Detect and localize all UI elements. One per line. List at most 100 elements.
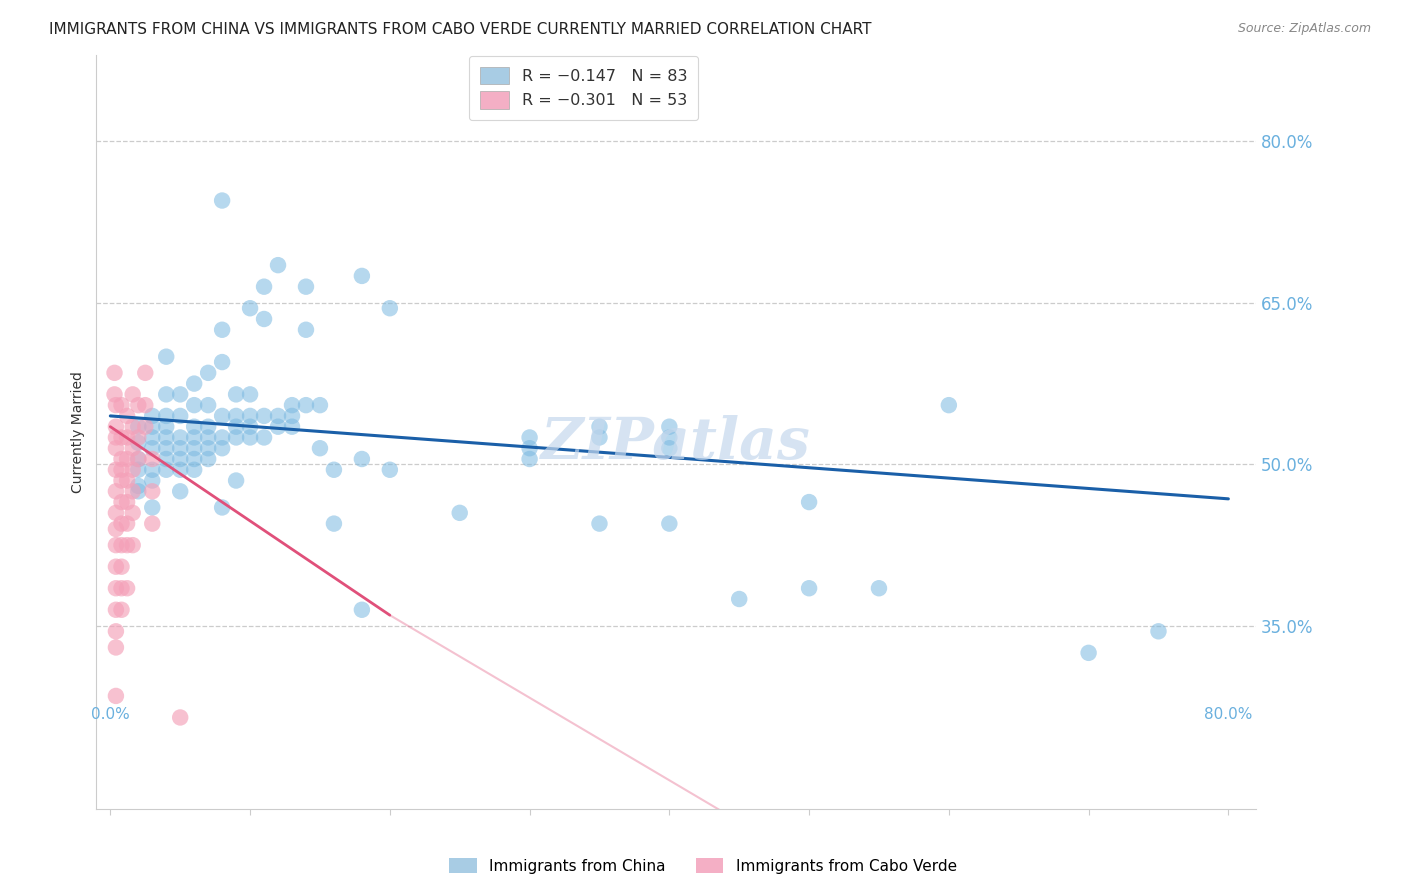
Point xyxy=(110,430,132,444)
Point xyxy=(449,506,471,520)
Point xyxy=(141,463,163,477)
Point xyxy=(121,538,143,552)
Point xyxy=(588,430,610,444)
Point xyxy=(378,301,401,316)
Point xyxy=(211,441,233,455)
Point xyxy=(104,430,127,444)
Point xyxy=(253,409,276,423)
Point xyxy=(104,559,127,574)
Point xyxy=(183,463,205,477)
Text: 80.0%: 80.0% xyxy=(1204,707,1253,723)
Point xyxy=(797,581,820,595)
Point xyxy=(323,516,346,531)
Point xyxy=(281,419,304,434)
Text: ZIPatlas: ZIPatlas xyxy=(541,415,811,472)
Point xyxy=(225,474,247,488)
Point xyxy=(155,419,177,434)
Point xyxy=(938,398,960,412)
Point xyxy=(121,419,143,434)
Point xyxy=(141,474,163,488)
Point xyxy=(378,463,401,477)
Point xyxy=(253,312,276,326)
Point xyxy=(197,452,219,467)
Point xyxy=(134,366,156,380)
Point xyxy=(267,419,290,434)
Point xyxy=(103,366,125,380)
Point xyxy=(169,710,191,724)
Point xyxy=(225,409,247,423)
Point xyxy=(104,522,127,536)
Point xyxy=(103,387,125,401)
Point xyxy=(728,592,751,607)
Point xyxy=(519,452,541,467)
Point xyxy=(127,484,149,499)
Point xyxy=(225,419,247,434)
Point xyxy=(141,419,163,434)
Point xyxy=(104,506,127,520)
Point xyxy=(211,500,233,515)
Point xyxy=(295,279,318,293)
Point xyxy=(155,441,177,455)
Point xyxy=(797,495,820,509)
Point xyxy=(110,516,132,531)
Point xyxy=(121,484,143,499)
Point xyxy=(104,398,127,412)
Point xyxy=(141,500,163,515)
Point xyxy=(211,355,233,369)
Point xyxy=(141,484,163,499)
Point xyxy=(183,419,205,434)
Point xyxy=(169,441,191,455)
Point xyxy=(115,516,138,531)
Point xyxy=(127,452,149,467)
Point xyxy=(104,484,127,499)
Point xyxy=(309,441,332,455)
Legend: R = −0.147   N = 83, R = −0.301   N = 53: R = −0.147 N = 83, R = −0.301 N = 53 xyxy=(468,55,699,120)
Point xyxy=(127,398,149,412)
Point xyxy=(104,603,127,617)
Text: IMMIGRANTS FROM CHINA VS IMMIGRANTS FROM CABO VERDE CURRENTLY MARRIED CORRELATIO: IMMIGRANTS FROM CHINA VS IMMIGRANTS FROM… xyxy=(49,22,872,37)
Point xyxy=(104,640,127,655)
Point xyxy=(519,441,541,455)
Point xyxy=(183,452,205,467)
Point xyxy=(239,387,262,401)
Point xyxy=(267,258,290,272)
Point xyxy=(115,409,138,423)
Point xyxy=(121,463,143,477)
Point xyxy=(588,419,610,434)
Point xyxy=(141,441,163,455)
Point xyxy=(169,463,191,477)
Point xyxy=(350,452,373,467)
Point xyxy=(239,419,262,434)
Point xyxy=(1147,624,1170,639)
Point xyxy=(110,398,132,412)
Point xyxy=(121,387,143,401)
Point xyxy=(350,603,373,617)
Text: Source: ZipAtlas.com: Source: ZipAtlas.com xyxy=(1237,22,1371,36)
Point xyxy=(658,430,681,444)
Point xyxy=(134,398,156,412)
Point xyxy=(141,409,163,423)
Point xyxy=(115,581,138,595)
Point xyxy=(197,430,219,444)
Point xyxy=(127,479,149,493)
Point xyxy=(110,463,132,477)
Point xyxy=(211,430,233,444)
Point xyxy=(115,430,138,444)
Point xyxy=(197,419,219,434)
Point xyxy=(110,495,132,509)
Point xyxy=(183,441,205,455)
Point xyxy=(323,463,346,477)
Point xyxy=(115,474,138,488)
Point xyxy=(134,419,156,434)
Point xyxy=(169,430,191,444)
Point xyxy=(127,452,149,467)
Point xyxy=(104,581,127,595)
Point xyxy=(104,463,127,477)
Point xyxy=(197,366,219,380)
Point xyxy=(197,398,219,412)
Point xyxy=(239,409,262,423)
Point xyxy=(239,430,262,444)
Point xyxy=(309,398,332,412)
Point xyxy=(169,409,191,423)
Point xyxy=(110,474,132,488)
